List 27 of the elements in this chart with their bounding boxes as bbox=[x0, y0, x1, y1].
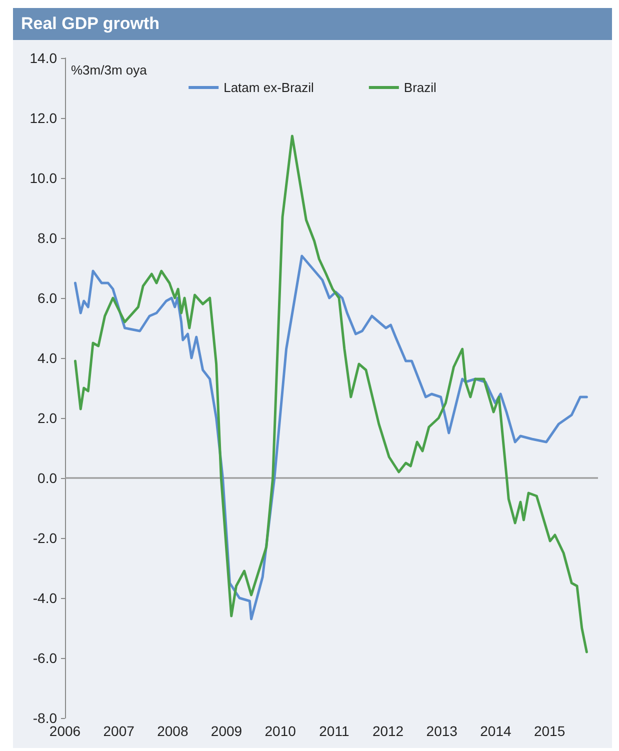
y-axis-title: %3m/3m oya bbox=[71, 62, 148, 78]
y-tick-label: 10.0 bbox=[30, 170, 58, 186]
x-tick-label: 2011 bbox=[319, 723, 350, 739]
x-tick-label: 2014 bbox=[480, 723, 512, 739]
x-tick-label: 2008 bbox=[157, 723, 188, 739]
y-tick-label: -8.0 bbox=[32, 710, 58, 726]
y-tick-label: 4.0 bbox=[38, 350, 58, 366]
x-tick-label: 2006 bbox=[49, 723, 81, 739]
chart-title: Real GDP growth bbox=[13, 8, 612, 40]
x-tick-label: 2015 bbox=[534, 723, 566, 739]
legend-label: Latam ex-Brazil bbox=[224, 80, 314, 95]
legend-label: Brazil bbox=[404, 80, 437, 95]
y-tick-label: 14.0 bbox=[30, 50, 58, 66]
y-tick-label: 6.0 bbox=[38, 290, 58, 306]
line-series bbox=[74, 134, 588, 654]
y-tick-label: -2.0 bbox=[32, 530, 58, 546]
x-tick-label: 2007 bbox=[103, 723, 135, 739]
x-tick-label: 2010 bbox=[264, 723, 296, 739]
x-tick-label: 2012 bbox=[372, 723, 404, 739]
y-tick-label: -4.0 bbox=[32, 590, 58, 606]
y-tick-label: 2.0 bbox=[38, 410, 58, 426]
y-tick-label: 8.0 bbox=[38, 230, 58, 246]
x-tick-label: 2009 bbox=[210, 723, 242, 739]
y-tick-label: 0.0 bbox=[38, 470, 58, 486]
x-tick-label: 2013 bbox=[426, 723, 458, 739]
y-tick-label: -6.0 bbox=[32, 650, 58, 666]
y-tick-label: 12.0 bbox=[30, 110, 58, 126]
